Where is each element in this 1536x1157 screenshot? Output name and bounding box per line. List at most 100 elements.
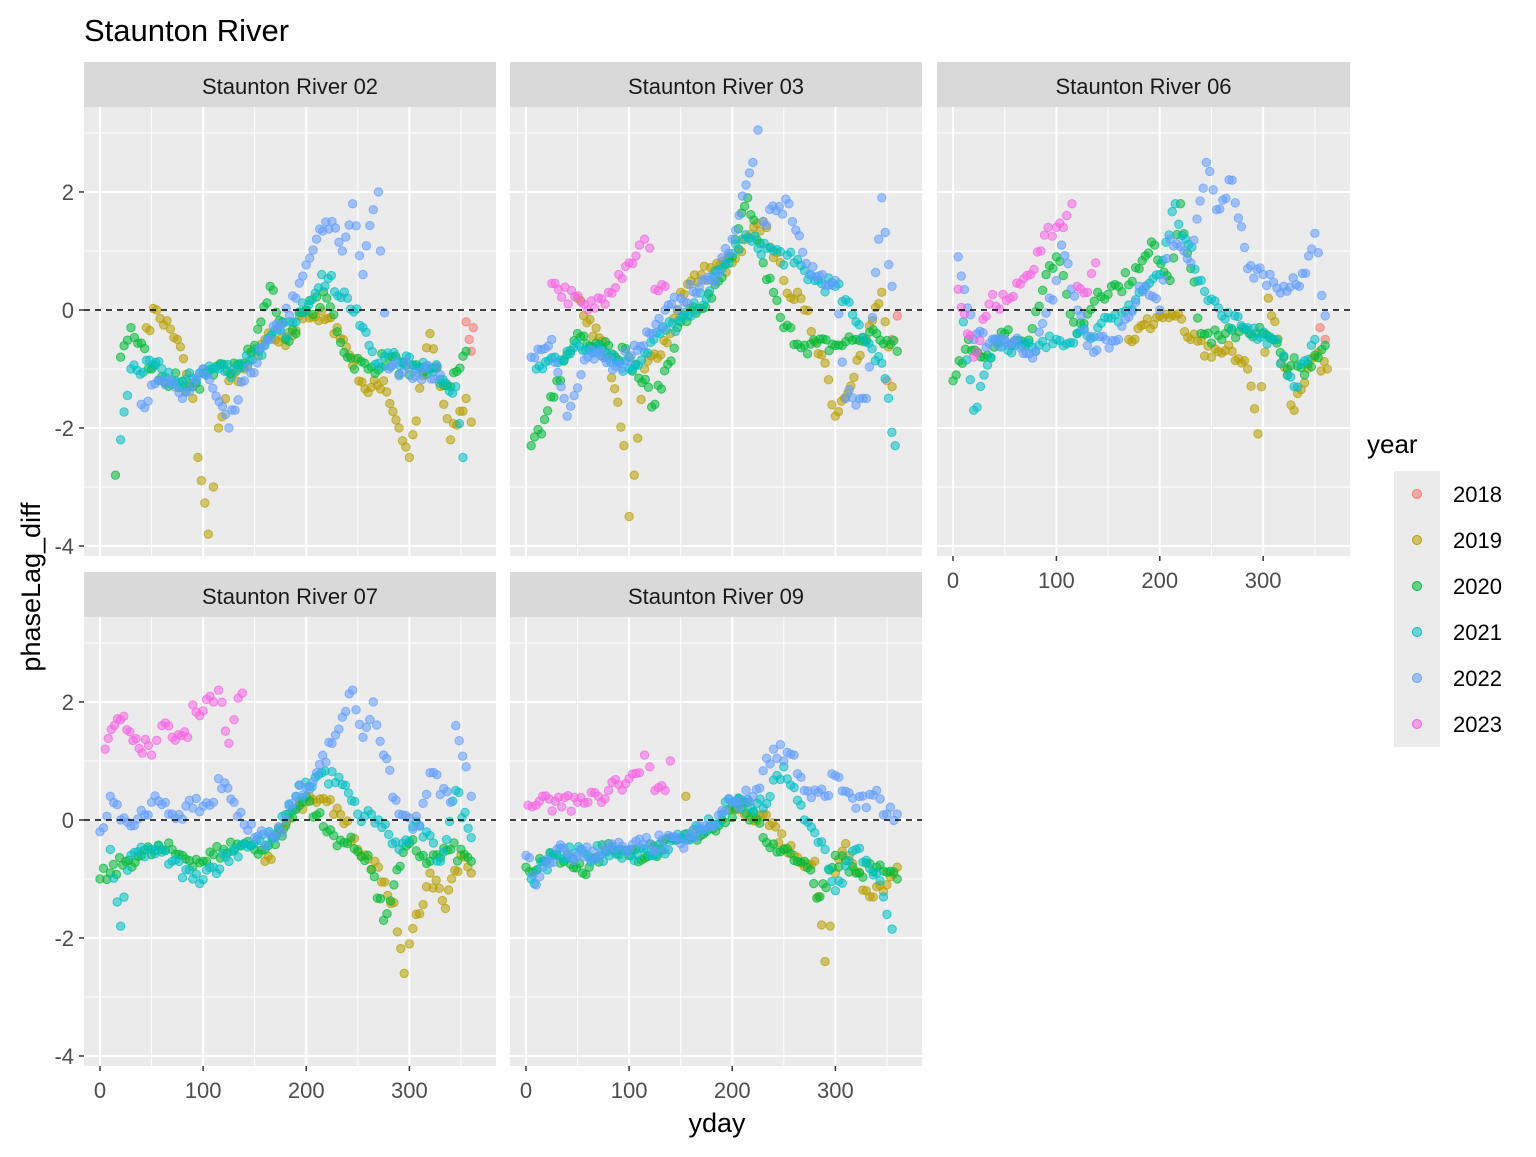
data-point: [325, 302, 336, 312]
data-point: [1195, 196, 1205, 206]
data-point: [1294, 281, 1305, 292]
data-point: [975, 335, 985, 346]
data-point: [327, 767, 337, 777]
x-tick-label: 0: [94, 1078, 106, 1103]
legend-item-2022: 2022: [1412, 666, 1502, 691]
data-point: [953, 284, 963, 295]
data-point: [143, 740, 154, 751]
data-point: [298, 271, 308, 281]
data-point: [1058, 222, 1068, 233]
data-point: [531, 880, 541, 890]
data-point: [619, 440, 629, 451]
legend-key: [1412, 535, 1422, 545]
data-point: [549, 392, 559, 402]
data-point: [435, 370, 446, 380]
data-point: [576, 369, 586, 380]
data-point: [308, 245, 318, 255]
data-point: [213, 685, 224, 695]
data-point: [260, 841, 270, 851]
data-point: [152, 735, 162, 746]
data-point: [391, 415, 401, 425]
legend-label: 2019: [1453, 528, 1502, 553]
data-point: [262, 298, 272, 308]
data-point: [1292, 382, 1303, 392]
legend-key: [1412, 489, 1422, 499]
data-point: [408, 923, 418, 934]
data-point: [468, 322, 479, 333]
data-point: [133, 814, 143, 824]
data-point: [304, 253, 315, 263]
data-point: [539, 414, 550, 425]
data-point: [648, 328, 658, 339]
data-point: [1198, 183, 1208, 193]
data-point: [385, 765, 395, 775]
data-point: [223, 783, 233, 793]
data-point: [284, 310, 295, 321]
data-point: [887, 281, 897, 292]
data-point: [1256, 381, 1267, 392]
data-point: [538, 862, 548, 872]
data-point: [1047, 231, 1057, 241]
data-point: [642, 348, 653, 358]
data-point: [686, 311, 696, 321]
panel-background: [510, 107, 922, 556]
data-point: [556, 292, 567, 302]
data-point: [379, 877, 390, 887]
data-point: [223, 359, 233, 370]
data-point: [461, 762, 471, 772]
data-point: [382, 909, 392, 919]
data-point: [246, 819, 256, 829]
legend-item-2018: 2018: [1412, 482, 1502, 507]
data-point: [458, 452, 468, 463]
data-point: [1034, 301, 1044, 311]
data-point: [229, 797, 239, 807]
legend-label: 2020: [1453, 574, 1502, 599]
data-point: [833, 406, 844, 417]
data-point: [1031, 346, 1041, 356]
data-point: [466, 868, 476, 878]
data-point: [354, 251, 365, 261]
data-point: [174, 856, 184, 867]
data-point: [823, 864, 834, 874]
series-2023: [547, 234, 670, 315]
data-point: [177, 873, 188, 883]
x-tick-label: 0: [947, 568, 959, 593]
facet-strip: [84, 62, 496, 107]
x-tick-label: 100: [1038, 568, 1075, 593]
data-point: [547, 806, 557, 816]
data-point: [526, 440, 536, 451]
data-point: [198, 874, 208, 885]
data-point: [758, 766, 768, 776]
data-point: [224, 856, 234, 867]
data-point: [1236, 222, 1247, 232]
data-point: [165, 324, 176, 334]
data-point: [389, 880, 399, 890]
data-point: [741, 785, 751, 795]
data-point: [381, 753, 392, 764]
data-point: [798, 247, 808, 258]
data-point: [233, 395, 243, 405]
data-point: [779, 260, 789, 270]
data-point: [1246, 381, 1256, 391]
data-point: [777, 209, 788, 219]
data-point: [1215, 204, 1225, 214]
data-point: [229, 714, 239, 725]
facet-label: Staunton River 06: [1055, 74, 1231, 99]
data-point: [458, 406, 468, 416]
data-point: [861, 393, 872, 404]
data-point: [871, 785, 882, 796]
data-point: [1003, 325, 1013, 335]
data-point: [425, 328, 435, 339]
data-point: [335, 809, 346, 820]
data-point: [395, 861, 405, 871]
data-point: [442, 414, 452, 424]
data-point: [1227, 175, 1237, 185]
data-point: [691, 832, 701, 843]
data-point: [1320, 340, 1330, 351]
data-point: [461, 346, 471, 356]
data-point: [417, 375, 427, 385]
data-point: [864, 362, 875, 372]
data-point: [892, 346, 902, 356]
data-point: [1037, 285, 1048, 296]
data-point: [346, 832, 356, 842]
